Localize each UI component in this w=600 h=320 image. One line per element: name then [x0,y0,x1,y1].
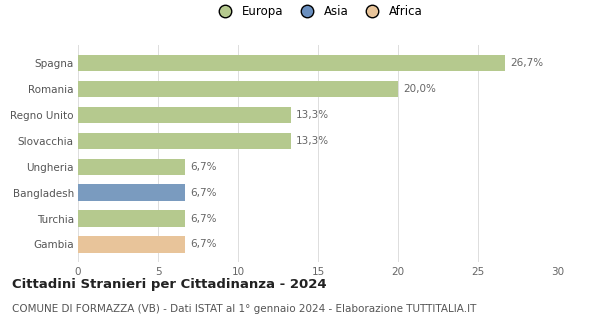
Bar [78,185,185,201]
Text: Cittadini Stranieri per Cittadinanza - 2024: Cittadini Stranieri per Cittadinanza - 2… [12,278,326,292]
Text: 26,7%: 26,7% [510,58,543,68]
Text: 13,3%: 13,3% [296,110,329,120]
Bar [78,107,291,123]
Bar [78,211,185,227]
Bar [78,55,505,71]
Bar [78,236,185,252]
Text: 20,0%: 20,0% [403,84,436,94]
Text: 6,7%: 6,7% [190,162,217,172]
Bar [78,132,291,149]
Text: 6,7%: 6,7% [190,239,217,250]
Text: 6,7%: 6,7% [190,213,217,223]
Text: 6,7%: 6,7% [190,188,217,197]
Text: COMUNE DI FORMAZZA (VB) - Dati ISTAT al 1° gennaio 2024 - Elaborazione TUTTITALI: COMUNE DI FORMAZZA (VB) - Dati ISTAT al … [12,304,476,314]
Text: 13,3%: 13,3% [296,136,329,146]
Bar [78,158,185,175]
Legend: Europa, Asia, Africa: Europa, Asia, Africa [211,3,425,20]
Bar [78,81,398,97]
